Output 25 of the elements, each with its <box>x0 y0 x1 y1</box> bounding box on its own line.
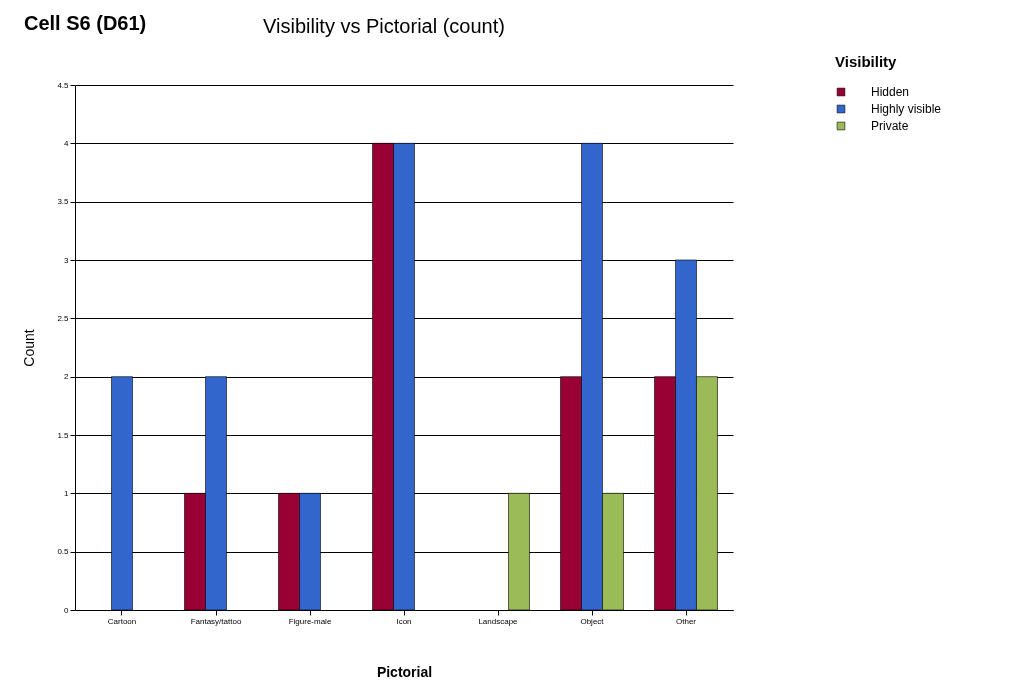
y-tick-label: 0 <box>64 605 70 615</box>
x-tick-label: Figure-male <box>288 616 332 626</box>
y-tick-label: 3 <box>64 255 70 265</box>
legend-label: Private <box>871 119 909 133</box>
chart-subtitle: Visibility vs Pictorial (count) <box>263 15 505 37</box>
y-tick-label: 3.5 <box>57 197 70 207</box>
x-tick-label: Object <box>580 616 605 626</box>
y-tick-label: 1.5 <box>57 430 70 440</box>
x-tick-label: Icon <box>396 616 412 626</box>
y-tick-label: 1 <box>64 488 70 498</box>
x-tick-label: Fantasy/tattoo <box>190 616 242 626</box>
x-axis-title: Pictorial <box>376 663 433 680</box>
y-tick-label: 4 <box>64 138 70 148</box>
x-tick-label: Cartoon <box>107 616 137 626</box>
legend-label: Hidden <box>871 85 910 99</box>
y-tick-label: 2.5 <box>57 313 70 323</box>
y-axis-title: Count <box>21 329 38 367</box>
y-tick-label: 0.5 <box>57 547 70 557</box>
legend-label: Highly visible <box>871 102 942 116</box>
y-tick-label: 2 <box>64 372 70 382</box>
y-tick-label: 4.5 <box>57 80 70 90</box>
x-tick-label: Landscape <box>478 616 519 626</box>
x-tick-label: Other <box>675 616 697 626</box>
legend-title: Visibility <box>835 53 898 70</box>
chart-title: Cell S6 (D61) <box>24 12 147 35</box>
